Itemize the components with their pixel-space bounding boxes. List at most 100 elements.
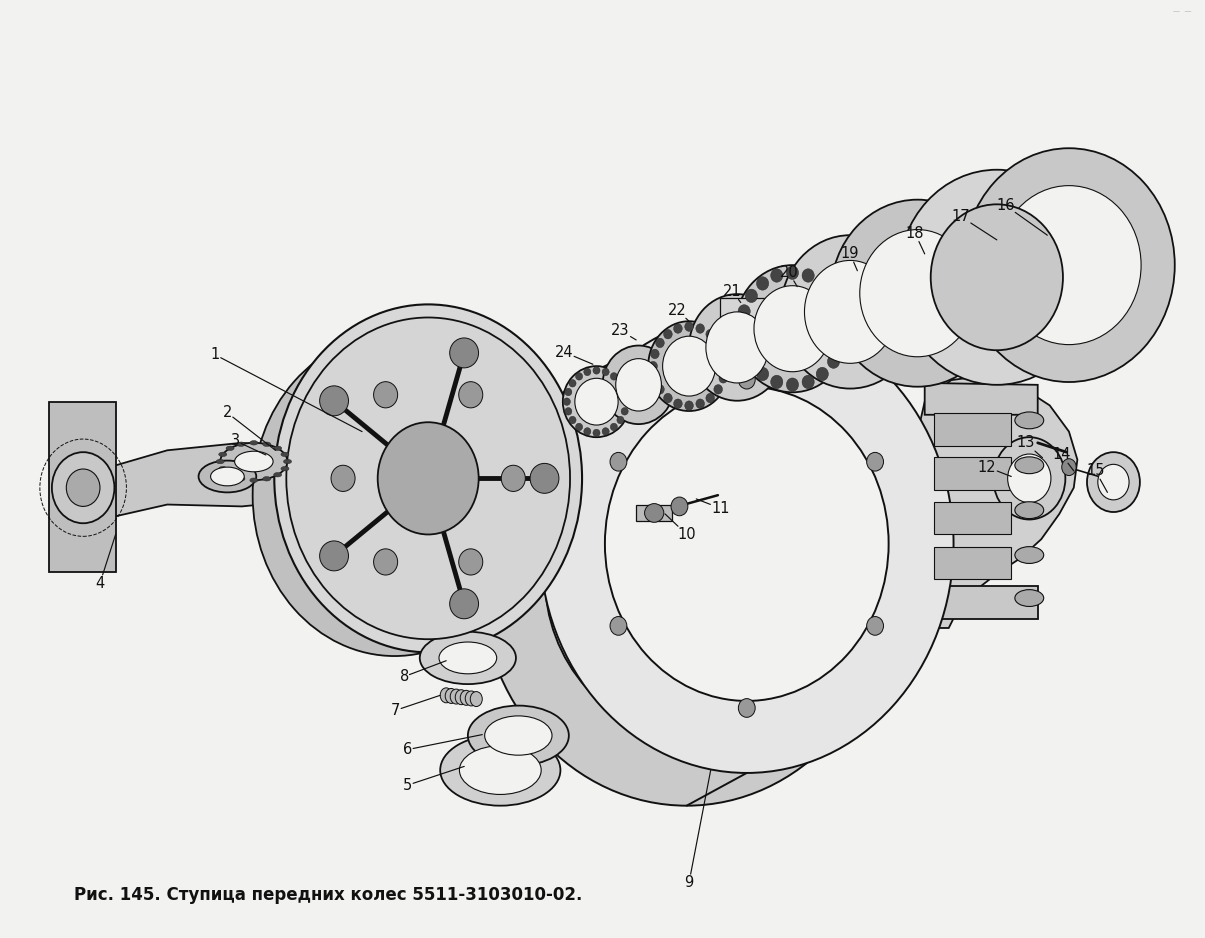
Ellipse shape <box>754 286 831 371</box>
Ellipse shape <box>648 361 658 371</box>
Ellipse shape <box>460 690 472 705</box>
Polygon shape <box>636 505 672 522</box>
Text: 12: 12 <box>978 460 1011 477</box>
Text: 2: 2 <box>223 405 276 450</box>
Ellipse shape <box>540 314 953 773</box>
Ellipse shape <box>719 349 728 358</box>
Ellipse shape <box>470 691 482 706</box>
Ellipse shape <box>287 317 570 639</box>
Ellipse shape <box>664 393 672 402</box>
Text: 16: 16 <box>997 198 1047 235</box>
Polygon shape <box>934 502 1011 535</box>
Ellipse shape <box>439 642 496 673</box>
Polygon shape <box>110 443 308 518</box>
Ellipse shape <box>787 378 799 391</box>
Text: 6: 6 <box>404 734 482 757</box>
Ellipse shape <box>706 311 769 383</box>
Ellipse shape <box>459 382 483 408</box>
Ellipse shape <box>52 452 114 523</box>
Ellipse shape <box>835 340 847 353</box>
Ellipse shape <box>274 473 282 477</box>
Ellipse shape <box>663 336 716 396</box>
Ellipse shape <box>319 541 348 571</box>
Ellipse shape <box>816 368 828 381</box>
Ellipse shape <box>605 386 888 701</box>
Ellipse shape <box>449 589 478 619</box>
Ellipse shape <box>602 369 610 376</box>
Ellipse shape <box>860 230 975 356</box>
Ellipse shape <box>253 334 536 656</box>
Ellipse shape <box>1015 457 1044 474</box>
Ellipse shape <box>623 398 630 405</box>
Ellipse shape <box>656 385 664 394</box>
Ellipse shape <box>963 148 1175 382</box>
Ellipse shape <box>706 329 715 339</box>
Ellipse shape <box>745 355 758 369</box>
Ellipse shape <box>656 339 664 348</box>
Ellipse shape <box>719 373 728 383</box>
Ellipse shape <box>737 305 751 318</box>
Ellipse shape <box>281 466 289 471</box>
Ellipse shape <box>617 380 624 387</box>
Ellipse shape <box>576 372 583 380</box>
Text: 7: 7 <box>392 695 440 718</box>
Ellipse shape <box>866 616 883 635</box>
Ellipse shape <box>459 746 541 794</box>
Ellipse shape <box>480 347 893 806</box>
Ellipse shape <box>249 478 258 482</box>
Ellipse shape <box>455 689 468 704</box>
Ellipse shape <box>695 399 705 408</box>
Ellipse shape <box>828 355 840 369</box>
Text: 15: 15 <box>1086 463 1107 492</box>
Ellipse shape <box>263 442 271 446</box>
Ellipse shape <box>713 339 723 348</box>
Ellipse shape <box>621 408 628 416</box>
Text: 19: 19 <box>841 247 859 271</box>
Ellipse shape <box>1098 464 1129 500</box>
Ellipse shape <box>319 386 348 416</box>
Ellipse shape <box>781 235 919 388</box>
Ellipse shape <box>664 329 672 339</box>
Text: Авто льфа: Авто льфа <box>359 430 846 508</box>
Text: Рис. 145. Ступица передних колес 5511-3103010-02.: Рис. 145. Ступица передних колес 5511-31… <box>74 885 582 903</box>
Ellipse shape <box>331 465 355 492</box>
Ellipse shape <box>468 705 569 765</box>
Ellipse shape <box>374 549 398 575</box>
Ellipse shape <box>501 465 525 492</box>
Ellipse shape <box>583 428 590 435</box>
Ellipse shape <box>831 200 1004 386</box>
Ellipse shape <box>866 452 883 471</box>
Ellipse shape <box>563 366 630 437</box>
Ellipse shape <box>689 295 786 401</box>
Ellipse shape <box>569 416 576 424</box>
Ellipse shape <box>602 345 675 424</box>
Ellipse shape <box>737 340 751 353</box>
Text: 21: 21 <box>723 284 741 303</box>
Ellipse shape <box>575 378 618 425</box>
Ellipse shape <box>593 367 600 374</box>
Text: 5: 5 <box>404 766 464 793</box>
Ellipse shape <box>440 734 560 806</box>
Text: 9: 9 <box>684 770 711 890</box>
Ellipse shape <box>674 399 682 408</box>
Ellipse shape <box>563 398 570 405</box>
Polygon shape <box>934 457 1011 490</box>
Ellipse shape <box>816 277 828 290</box>
Ellipse shape <box>227 473 234 477</box>
Ellipse shape <box>274 446 282 450</box>
Ellipse shape <box>565 388 572 396</box>
Text: —  —: — — <box>1174 8 1192 14</box>
Ellipse shape <box>706 393 715 402</box>
Ellipse shape <box>645 504 664 522</box>
Polygon shape <box>49 401 116 572</box>
Ellipse shape <box>1007 454 1051 503</box>
Ellipse shape <box>249 441 258 445</box>
Ellipse shape <box>771 375 783 388</box>
Ellipse shape <box>199 461 257 492</box>
Ellipse shape <box>459 549 483 575</box>
Ellipse shape <box>837 322 850 336</box>
Text: 1: 1 <box>211 347 362 431</box>
Ellipse shape <box>803 269 815 282</box>
Ellipse shape <box>611 372 617 380</box>
Ellipse shape <box>610 616 627 635</box>
